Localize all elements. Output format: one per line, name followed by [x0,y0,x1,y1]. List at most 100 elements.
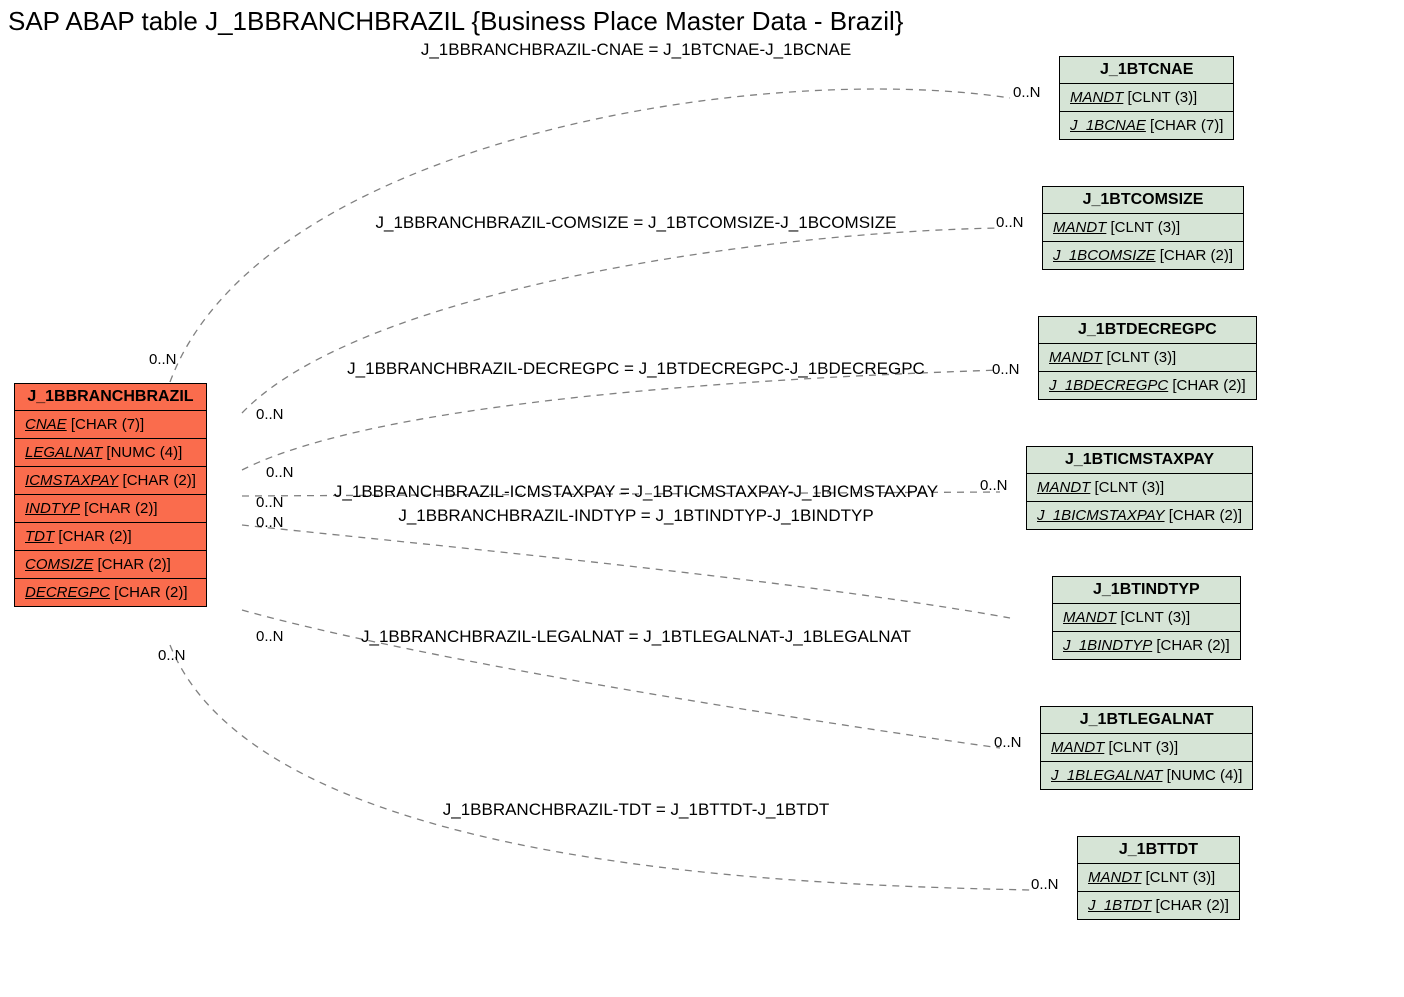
page-title: SAP ABAP table J_1BBRANCHBRAZIL {Busines… [8,6,903,37]
field-type: [CLNT (3)] [1090,479,1164,496]
entity-field: LEGALNAT [NUMC (4)] [15,439,206,467]
entity-header: J_1BTTDT [1078,837,1239,864]
field-name: J_1BCOMSIZE [1053,247,1156,264]
entity-header: J_1BTLEGALNAT [1041,707,1252,734]
field-type: [CHAR (2)] [1152,637,1230,654]
field-type: [CHAR (2)] [1151,897,1229,914]
field-name: MANDT [1051,739,1104,756]
entity-field: CNAE [CHAR (7)] [15,411,206,439]
entity-field: MANDT [CLNT (3)] [1039,344,1256,372]
entity-j_1btdecregpc: J_1BTDECREGPCMANDT [CLNT (3)]J_1BDECREGP… [1038,316,1257,400]
field-type: [CHAR (7)] [1146,117,1224,134]
entity-field: J_1BINDTYP [CHAR (2)] [1053,632,1240,659]
relation-edge [242,228,1000,413]
relation-edge [242,370,1000,470]
field-name: COMSIZE [25,556,93,573]
field-name: J_1BINDTYP [1063,637,1152,654]
field-name: LEGALNAT [25,444,102,461]
field-type: [CHAR (2)] [54,528,132,545]
entity-j_1btlegalnat: J_1BTLEGALNAT MANDT [CLNT (3)] J_1BLEGALNA… [1040,706,1253,790]
field-type: [CLNT (3)] [1102,349,1176,366]
entity-header: J_1BBRANCHBRAZIL [15,384,206,411]
cardinality-target: 0..N [994,734,1022,751]
field-name: INDTYP [25,500,80,517]
field-type: [CHAR (2)] [80,500,158,517]
main-entity-j_1bbranchbrazil: J_1BBRANCHBRAZILCNAE [CHAR (7)]LEGALNAT … [14,383,207,607]
field-type: [CHAR (2)] [1165,507,1243,524]
entity-header: J_1BTICMSTAXPAY [1027,447,1252,474]
relation-label: J_1BBRANCHBRAZIL-CNAE = J_1BTCNAE-J_1BCN… [421,40,851,60]
field-type: [CHAR (2)] [1156,247,1234,264]
entity-field: J_1BLEGALNAT [NUMC (4)] [1041,762,1252,789]
entity-j_1btcomsize: J_1BTCOMSIZEMANDT [CLNT (3)]J_1BCOMSIZE … [1042,186,1244,270]
field-type: [NUMC (4)] [102,444,182,461]
cardinality-source: 0..N [256,406,284,423]
entity-field: DECREGPC [CHAR (2)] [15,579,206,606]
field-name: DECREGPC [25,584,110,601]
relation-label: J_1BBRANCHBRAZIL-DECREGPC = J_1BTDECREGP… [347,359,925,379]
cardinality-target: 0..N [996,214,1024,231]
entity-field: J_1BCOMSIZE [CHAR (2)] [1043,242,1243,269]
field-type: [CLNT (3)] [1104,739,1178,756]
entity-field: MANDT [CLNT (3)] [1027,474,1252,502]
cardinality-source: 0..N [266,464,294,481]
cardinality-target: 0..N [992,361,1020,378]
entity-field: MANDT [CLNT (3)] [1053,604,1240,632]
entity-field: J_1BCNAE [CHAR (7)] [1060,112,1233,139]
entity-j_1bttdt: J_1BTTDTMANDT [CLNT (3)]J_1BTDT [CHAR (2… [1077,836,1240,920]
cardinality-target: 0..N [980,477,1008,494]
cardinality-source: 0..N [158,647,186,664]
entity-field: INDTYP [CHAR (2)] [15,495,206,523]
field-name: MANDT [1053,219,1106,236]
entity-header: J_1BTCNAE [1060,57,1233,84]
field-type: [CHAR (2)] [110,584,188,601]
entity-field: MANDT [CLNT (3)] [1043,214,1243,242]
field-type: [CHAR (2)] [118,472,196,489]
relation-edge [170,645,1030,890]
field-name: MANDT [1088,869,1141,886]
field-name: MANDT [1049,349,1102,366]
cardinality-target: 0..N [1031,876,1059,893]
field-name: J_1BICMSTAXPAY [1037,507,1165,524]
entity-field: ICMSTAXPAY [CHAR (2)] [15,467,206,495]
relation-label: J_1BBRANCHBRAZIL-TDT = J_1BTTDT-J_1BTDT [443,800,830,820]
entity-field: MANDT [CLNT (3)] [1060,84,1233,112]
field-type: [CLNT (3)] [1116,609,1190,626]
field-name: MANDT [1070,89,1123,106]
field-name: J_1BDECREGPC [1049,377,1168,394]
entity-field: TDT [CHAR (2)] [15,523,206,551]
field-type: [CLNT (3)] [1106,219,1180,236]
relation-label: J_1BBRANCHBRAZIL-INDTYP = J_1BTINDTYP-J_… [398,506,873,526]
field-type: [CHAR (2)] [1168,377,1246,394]
entity-field: COMSIZE [CHAR (2)] [15,551,206,579]
entity-field: J_1BICMSTAXPAY [CHAR (2)] [1027,502,1252,529]
relation-label: J_1BBRANCHBRAZIL-LEGALNAT = J_1BTLEGALNA… [361,627,911,647]
cardinality-source: 0..N [256,514,284,531]
field-name: MANDT [1037,479,1090,496]
relation-label: J_1BBRANCHBRAZIL-COMSIZE = J_1BTCOMSIZE-… [376,213,897,233]
field-name: J_1BTDT [1088,897,1151,914]
entity-j_1btcnae: J_1BTCNAEMANDT [CLNT (3)]J_1BCNAE [CHAR … [1059,56,1234,140]
entity-field: MANDT [CLNT (3)] [1078,864,1239,892]
entity-field: J_1BTDT [CHAR (2)] [1078,892,1239,919]
field-type: [CHAR (7)] [67,416,145,433]
entity-field: J_1BDECREGPC [CHAR (2)] [1039,372,1256,399]
field-name: CNAE [25,416,67,433]
field-name: J_1BLEGALNAT [1051,767,1162,784]
field-type: [CLNT (3)] [1123,89,1197,106]
cardinality-source: 0..N [149,351,177,368]
field-type: [CLNT (3)] [1141,869,1215,886]
field-name: MANDT [1063,609,1116,626]
cardinality-source: 0..N [256,628,284,645]
entity-j_1btindtyp: J_1BTINDTYPMANDT [CLNT (3)]J_1BINDTYP [C… [1052,576,1241,660]
entity-header: J_1BTINDTYP [1053,577,1240,604]
field-type: [NUMC (4)] [1162,767,1242,784]
cardinality-target: 0..N [1013,84,1041,101]
entity-header: J_1BTDECREGPC [1039,317,1256,344]
relation-label: J_1BBRANCHBRAZIL-ICMSTAXPAY = J_1BTICMST… [334,482,938,502]
field-type: [CHAR (2)] [93,556,171,573]
relation-edge [170,89,1010,382]
entity-j_1bticmstaxpay: J_1BTICMSTAXPAYMANDT [CLNT (3)]J_1BICMST… [1026,446,1253,530]
cardinality-source: 0..N [256,494,284,511]
field-name: TDT [25,528,54,545]
